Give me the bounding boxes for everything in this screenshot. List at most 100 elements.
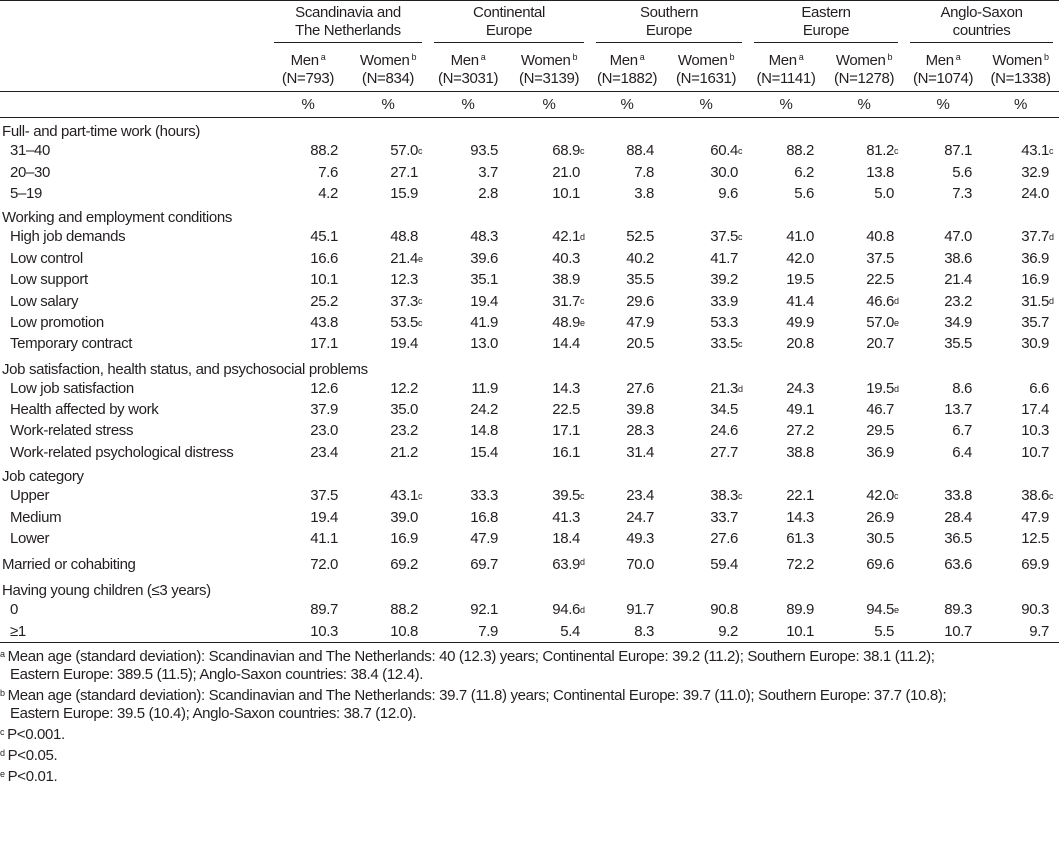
- section-title: Married or cohabiting: [2, 556, 136, 574]
- value: 6.6: [1029, 379, 1050, 397]
- footnote-mark: c: [0, 727, 5, 737]
- value: 59.4: [710, 556, 739, 574]
- value-cell: 14.3: [508, 378, 590, 399]
- section-header-row: Working and employment conditions: [0, 204, 1059, 226]
- value-cell: 48.9 e: [508, 312, 590, 333]
- value-cell: 16.9: [982, 269, 1059, 290]
- value-cell: 7.6: [268, 161, 348, 182]
- footnotes: a Mean age (standard deviation): Scandina…: [0, 645, 1059, 786]
- value-cell: 33.7: [664, 506, 748, 527]
- value: 60.4: [710, 142, 739, 160]
- value: 10.8: [390, 622, 419, 640]
- table-row: 0 89.7 88.2 92.1 94.6 d 91.7 90.8 89.9 94.5 e 89.3 9…: [0, 599, 1059, 620]
- value-cell: 10.8: [348, 620, 429, 644]
- table-row: Low promotion 43.8 53.5 c 41.9 48.9 e 47.9 53.3 4…: [0, 312, 1059, 333]
- sample-size: (N=793): [281, 70, 335, 87]
- region-header: Southern Europe: [590, 0, 749, 45]
- value: 17.1: [310, 335, 338, 353]
- value: 40.3: [552, 249, 581, 267]
- row-label: Work-related psychological distress: [10, 443, 234, 461]
- value-cell: 5.5: [824, 620, 905, 644]
- corner-cell: [0, 91, 268, 118]
- value: 43.1: [390, 487, 419, 505]
- value: 8.6: [952, 379, 973, 397]
- value-cell: 19.4: [348, 333, 428, 354]
- significance-mark: c: [418, 146, 423, 156]
- section-title: Working and employment conditions: [2, 209, 232, 227]
- value-cell: 21.0: [508, 161, 590, 182]
- value-cell: 11.9: [428, 378, 508, 399]
- value: 21.3: [710, 379, 739, 397]
- value: 90.8: [710, 601, 739, 619]
- value-cell: 10.1: [508, 183, 590, 204]
- value: 47.9: [626, 313, 655, 331]
- value: 38.8: [786, 443, 815, 461]
- sample-size: (N=1631): [675, 70, 737, 87]
- significance-mark: d: [580, 557, 585, 568]
- value-cell: 13.7: [904, 399, 982, 420]
- value-cell: 40.2: [590, 248, 664, 269]
- value-cell: 7.8: [590, 161, 664, 182]
- value-cell: 37.5: [824, 248, 904, 269]
- value: 39.6: [470, 249, 499, 267]
- value-cell: 28.4: [904, 506, 982, 527]
- value-cell: 90.3: [982, 599, 1059, 620]
- value-cell: 36.9: [982, 248, 1059, 269]
- value-cell: 53.3: [664, 312, 748, 333]
- significance-mark: e: [894, 317, 899, 328]
- value-cell: 23.2: [348, 420, 428, 441]
- value-cell: 49.3: [590, 528, 664, 549]
- value: 38.9: [552, 271, 581, 289]
- footnote: c P<0.001.: [0, 723, 1059, 744]
- value: 47.0: [944, 228, 973, 246]
- sex-header: Men a (N=1074): [904, 45, 982, 92]
- value-cell: 19.5 d: [824, 378, 904, 399]
- sex-label: Men: [609, 52, 638, 69]
- value-cell: 39.8: [590, 399, 664, 420]
- value-cell: 88.2: [748, 140, 824, 161]
- value: 10.1: [310, 271, 338, 289]
- value: 91.7: [626, 601, 655, 619]
- value-cell: 48.8: [348, 226, 428, 247]
- value: 41.4: [786, 292, 815, 310]
- value: 69.6: [866, 556, 895, 574]
- significance-mark: d: [580, 232, 585, 243]
- value-cell: 69.7: [428, 549, 508, 577]
- unit-cell: %: [664, 91, 749, 118]
- significance-mark: e: [418, 253, 423, 264]
- value-cell: 4.2: [268, 183, 348, 204]
- table-row: 20–30 7.6 27.1 3.7 21.0 7.8 30.0 6.2 13.8 5.6 32.9: [0, 161, 1059, 182]
- footnote-mark: a: [0, 649, 5, 659]
- value-cell: 52.5: [590, 226, 664, 247]
- value: 87.1: [944, 142, 973, 160]
- value: 53.5: [390, 313, 419, 331]
- region-header-row: Scandinavia and The Netherlands Continenta…: [0, 0, 1059, 45]
- table-row: Work-related stress 23.0 23.2 14.8 17.1 28.3 2…: [0, 420, 1059, 441]
- table-row: Medium 19.4 39.0 16.8 41.3 24.7 33.7 14.3 26.9 28…: [0, 506, 1059, 527]
- sex-label-line: Women b: [982, 48, 1059, 70]
- value: 17.1: [552, 422, 581, 440]
- value-cell: 17.1: [508, 420, 590, 441]
- value-cell: 81.2 c: [824, 140, 904, 161]
- unit-cell: %: [748, 91, 825, 118]
- value-cell: 30.5: [824, 528, 904, 549]
- value-cell: 38.3 c: [664, 485, 748, 506]
- value-cell: 3.8: [590, 183, 664, 204]
- region-name: Anglo-Saxon countries: [910, 4, 1054, 43]
- footnote-continuation: Eastern Europe: 389.5 (11.5); Anglo-Saxo…: [10, 666, 424, 683]
- value-cell: 13.0: [428, 333, 508, 354]
- significance-mark: c: [418, 491, 423, 502]
- value-cell: 37.5 c: [664, 226, 748, 247]
- value-cell: 22.5: [824, 269, 904, 290]
- value-cell: 72.2: [748, 549, 824, 577]
- value-cell: 14.3: [748, 506, 824, 527]
- value: 47.9: [1021, 508, 1050, 526]
- value-cell: 61.3: [748, 528, 824, 549]
- value: 41.0: [786, 228, 815, 246]
- footnote-mark: a: [320, 52, 326, 62]
- value: 42.0: [866, 487, 895, 505]
- value: 10.3: [1021, 422, 1050, 440]
- value: 88.2: [390, 601, 419, 619]
- value: 12.6: [310, 379, 338, 397]
